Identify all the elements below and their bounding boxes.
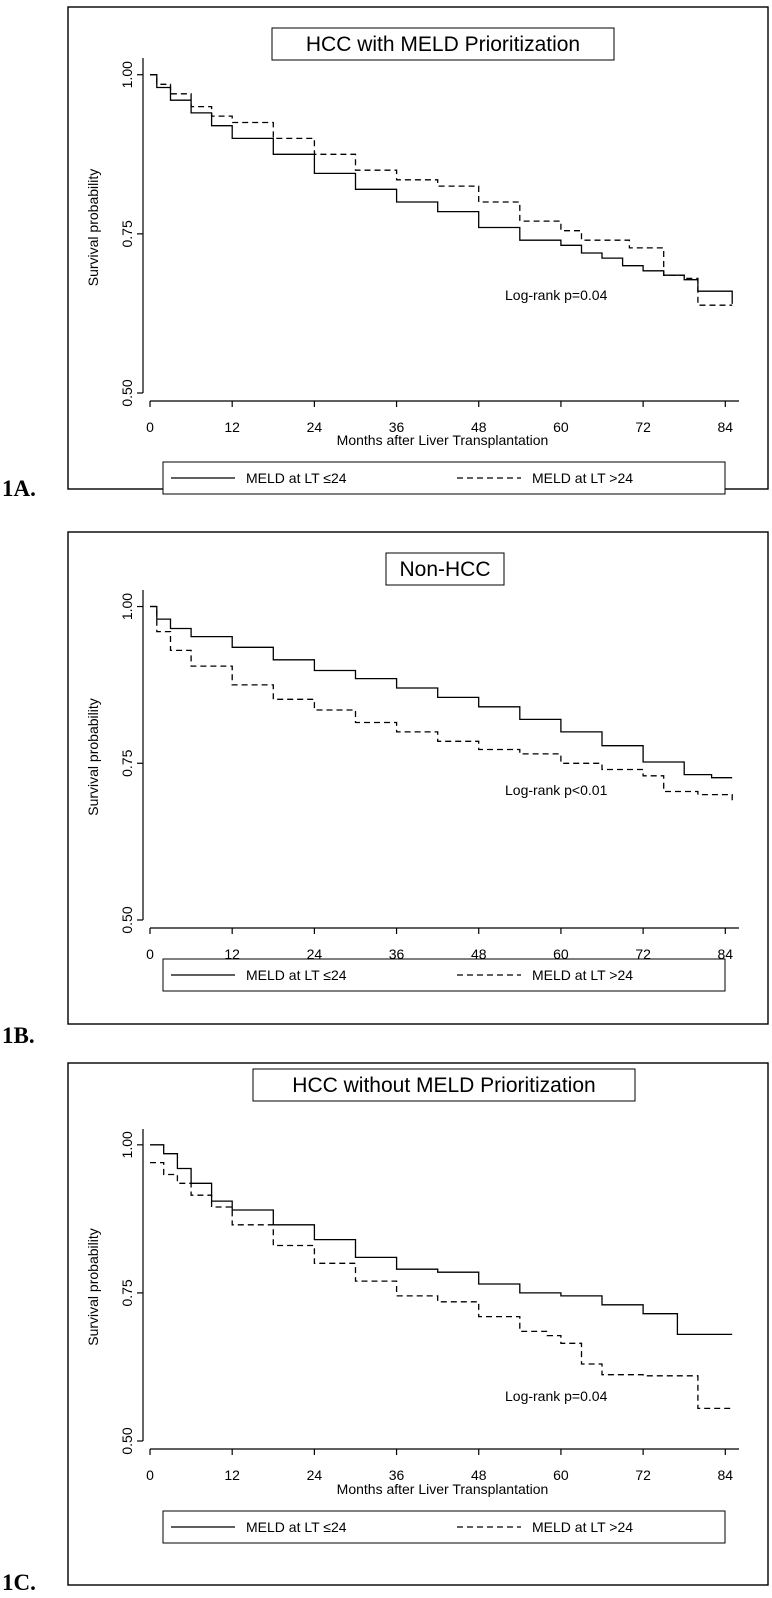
y-tick-label: 0.50 [119, 379, 135, 406]
series-line-meld-gt24 [150, 1161, 733, 1410]
chart-title-box [271, 27, 615, 61]
figure-panel-1a: HCC with MELD Prioritization 0.50 0.75 1.00… [0, 0, 772, 520]
y-tick-label: 0.50 [119, 1427, 135, 1454]
x-tick-label: 36 [389, 419, 405, 435]
y-tick-label: 0.75 [119, 220, 135, 247]
legend-box [162, 958, 726, 992]
y-axis-label: Survival probability [85, 698, 101, 816]
legend-label-meld-gt24: MELD at LT >24 [532, 470, 633, 486]
y-tick-label: 0.75 [119, 749, 135, 776]
x-tick-label: 0 [146, 1467, 154, 1483]
y-axis-label: Survival probability [85, 1228, 101, 1346]
y-tick-label: 1.00 [119, 1131, 135, 1158]
x-tick-label: 60 [553, 946, 569, 962]
x-tick-label: 84 [718, 419, 734, 435]
x-tick-label: 84 [718, 946, 734, 962]
x-tick-label: 36 [389, 1467, 405, 1483]
x-tick-label: 12 [224, 419, 240, 435]
panel-frame [67, 531, 769, 1025]
x-tick-label: 48 [471, 946, 487, 962]
survival-chart-1a: HCC with MELD Prioritization 0.50 0.75 1.00… [67, 6, 769, 495]
x-tick-label: 60 [553, 419, 569, 435]
y-tick-label: 0.50 [119, 906, 135, 933]
legend-label-meld-gt24: MELD at LT >24 [532, 1519, 633, 1535]
x-tick-label: 72 [635, 1467, 651, 1483]
x-tick-label: 60 [553, 1467, 569, 1483]
y-tick-label: 1.00 [119, 593, 135, 620]
survival-chart-1c: HCC without MELD Prioritization 0.50 0.75 1… [67, 1062, 769, 1586]
series-line-meld-gt24 [150, 74, 733, 306]
legend-label-meld-le24: MELD at LT ≤24 [246, 470, 347, 486]
chart-title-box [252, 1068, 636, 1102]
x-axis-label: Months after Liver Transplantation [337, 1481, 549, 1497]
panel-frame [67, 6, 769, 490]
legend-box [162, 1510, 726, 1544]
y-tick-label: 1.00 [119, 61, 135, 88]
x-axis-label: Months after Liver Transplantation [337, 432, 549, 448]
log-rank-annotation: Log-rank p<0.01 [505, 782, 608, 798]
x-tick-label: 72 [635, 419, 651, 435]
figure-panel-1b: Non-HCC0.500.751.00012243648607284Months… [0, 527, 772, 1052]
series-line-meld-le24 [150, 605, 733, 779]
survival-chart-1b: Non-HCC0.500.751.00012243648607284Months… [67, 531, 769, 1025]
series-line-meld-le24 [150, 1144, 733, 1336]
chart-title: HCC without MELD Prioritization [292, 1074, 595, 1097]
x-tick-label: 84 [718, 1467, 734, 1483]
x-tick-label: 24 [307, 419, 323, 435]
y-axis-label: Survival probability [85, 169, 101, 287]
x-tick-label: 36 [389, 946, 405, 962]
log-rank-annotation: Log-rank p=0.04 [505, 1388, 608, 1404]
panel-label-1a: 1A. [2, 476, 36, 501]
chart-title: HCC with MELD Prioritization [306, 33, 580, 56]
legend-label-meld-le24: MELD at LT ≤24 [246, 1519, 347, 1535]
series-line-meld-gt24 [150, 605, 733, 804]
x-tick-label: 0 [146, 419, 154, 435]
x-tick-label: 24 [307, 1467, 323, 1483]
chart-title-box [385, 552, 505, 586]
x-tick-label: 72 [635, 946, 651, 962]
log-rank-annotation: Log-rank p=0.04 [505, 287, 608, 303]
legend-box [162, 461, 726, 495]
x-tick-label: 48 [471, 419, 487, 435]
y-tick-label: 0.75 [119, 1279, 135, 1306]
panel-frame [67, 1062, 769, 1586]
panel-label-1b: 1B. [2, 1023, 35, 1048]
panel-label-1c: 1C. [2, 1570, 36, 1595]
x-tick-label: 48 [471, 1467, 487, 1483]
series-line-meld-le24 [150, 74, 733, 304]
figure-panel-1c: HCC without MELD Prioritization 0.50 0.75 1… [0, 1058, 772, 1598]
chart-title: Non-HCC [399, 558, 490, 581]
x-tick-label: 12 [224, 1467, 240, 1483]
x-tick-label: 0 [146, 946, 154, 962]
legend-label-meld-gt24: MELD at LT >24 [532, 967, 633, 983]
legend-label-meld-le24: MELD at LT ≤24 [246, 967, 347, 983]
x-tick-label: 12 [224, 946, 240, 962]
x-tick-label: 24 [307, 946, 323, 962]
